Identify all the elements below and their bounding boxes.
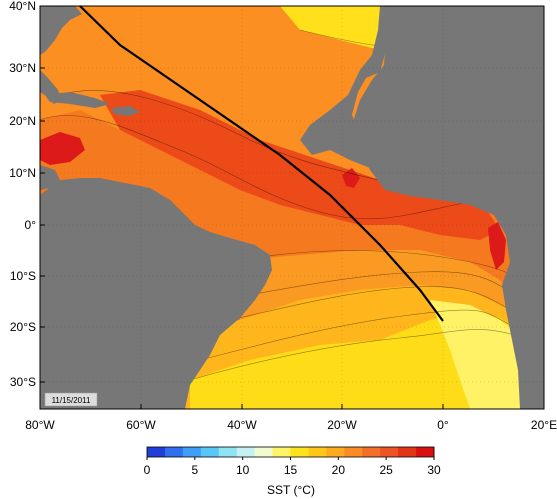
lon-tick-label: 20°E — [531, 418, 557, 432]
colorbar-swatch — [254, 447, 274, 457]
colorbar-swatch — [344, 447, 363, 457]
map-plot-area — [40, 6, 544, 409]
lat-tick-label: 30°N — [9, 61, 36, 75]
sst-patch-red-gulf — [342, 168, 360, 188]
land-north-america-coast — [40, 6, 82, 55]
colorbar-swatch — [362, 447, 381, 457]
lon-tick-label: 80°W — [25, 418, 55, 432]
colorbar-tick-label: 15 — [284, 463, 298, 477]
land-hispaniola — [112, 106, 140, 116]
colorbar-tick-label: 5 — [191, 463, 198, 477]
colorbar-swatch — [164, 447, 184, 457]
colorbar-tick-label: 0 — [144, 463, 151, 477]
sst-patch-red-caribbean — [40, 132, 85, 165]
colorbar-tick-label: 20 — [332, 463, 346, 477]
land-central-america — [40, 165, 60, 190]
lat-tick-label: 10°S — [10, 269, 36, 283]
grid-lines — [40, 6, 544, 409]
ship-track-line — [79, 5, 444, 322]
colorbar-tick-label: 10 — [236, 463, 250, 477]
colorbar-swatch — [416, 447, 435, 457]
lat-tick-label: 20°S — [10, 320, 36, 334]
colorbar-swatch — [236, 447, 256, 457]
colorbar-swatch — [218, 447, 238, 457]
lat-tick-label: 20°N — [9, 114, 36, 128]
colorbar-swatch — [380, 447, 399, 457]
colorbar-swatch — [182, 447, 202, 457]
colorbar-swatch — [290, 447, 309, 457]
colorbar-swatch — [326, 447, 345, 457]
land-south-america — [40, 178, 272, 409]
lat-tick-label: 30°S — [10, 375, 36, 389]
land-europe-iberia — [470, 6, 544, 45]
colorbar-labels: 0 5 10 15 20 25 30 — [144, 457, 441, 477]
date-stamp-box — [44, 392, 98, 407]
colorbar-swatch — [200, 447, 220, 457]
colorbar-swatch — [308, 447, 327, 457]
latitude-labels: 40°N 30°N 20°N 10°N 0° 10°S 20°S 30°S — [9, 0, 36, 389]
land-africa — [352, 6, 544, 409]
lon-tick-label: 40°W — [227, 418, 257, 432]
lon-tick-label: 60°W — [126, 418, 156, 432]
colorbar-title: SST (°C) — [267, 483, 315, 497]
axis-ticks — [39, 5, 545, 409]
colorbar-tick-label: 30 — [427, 463, 441, 477]
longitude-labels: 80°W 60°W 40°W 20°W 0° 20°E — [25, 418, 557, 432]
sst-band-hot — [100, 90, 500, 240]
sst-band-cooler — [430, 300, 544, 409]
sst-patch-red-angola — [488, 222, 506, 270]
date-stamp: 11/15/2011 — [52, 396, 91, 405]
colorbar-tick-label: 25 — [379, 463, 393, 477]
lon-tick-label: 20°W — [327, 418, 357, 432]
colorbar-swatch — [147, 447, 166, 457]
land-cuba — [45, 92, 110, 108]
colorbar — [146, 446, 435, 458]
colorbar-swatch — [398, 447, 417, 457]
lat-tick-label: 0° — [25, 218, 37, 232]
lat-tick-label: 40°N — [9, 0, 36, 13]
colorbar-swatch — [272, 447, 291, 457]
lon-tick-label: 0° — [437, 418, 449, 432]
map-frame — [39, 5, 545, 410]
lat-tick-label: 10°N — [9, 166, 36, 180]
